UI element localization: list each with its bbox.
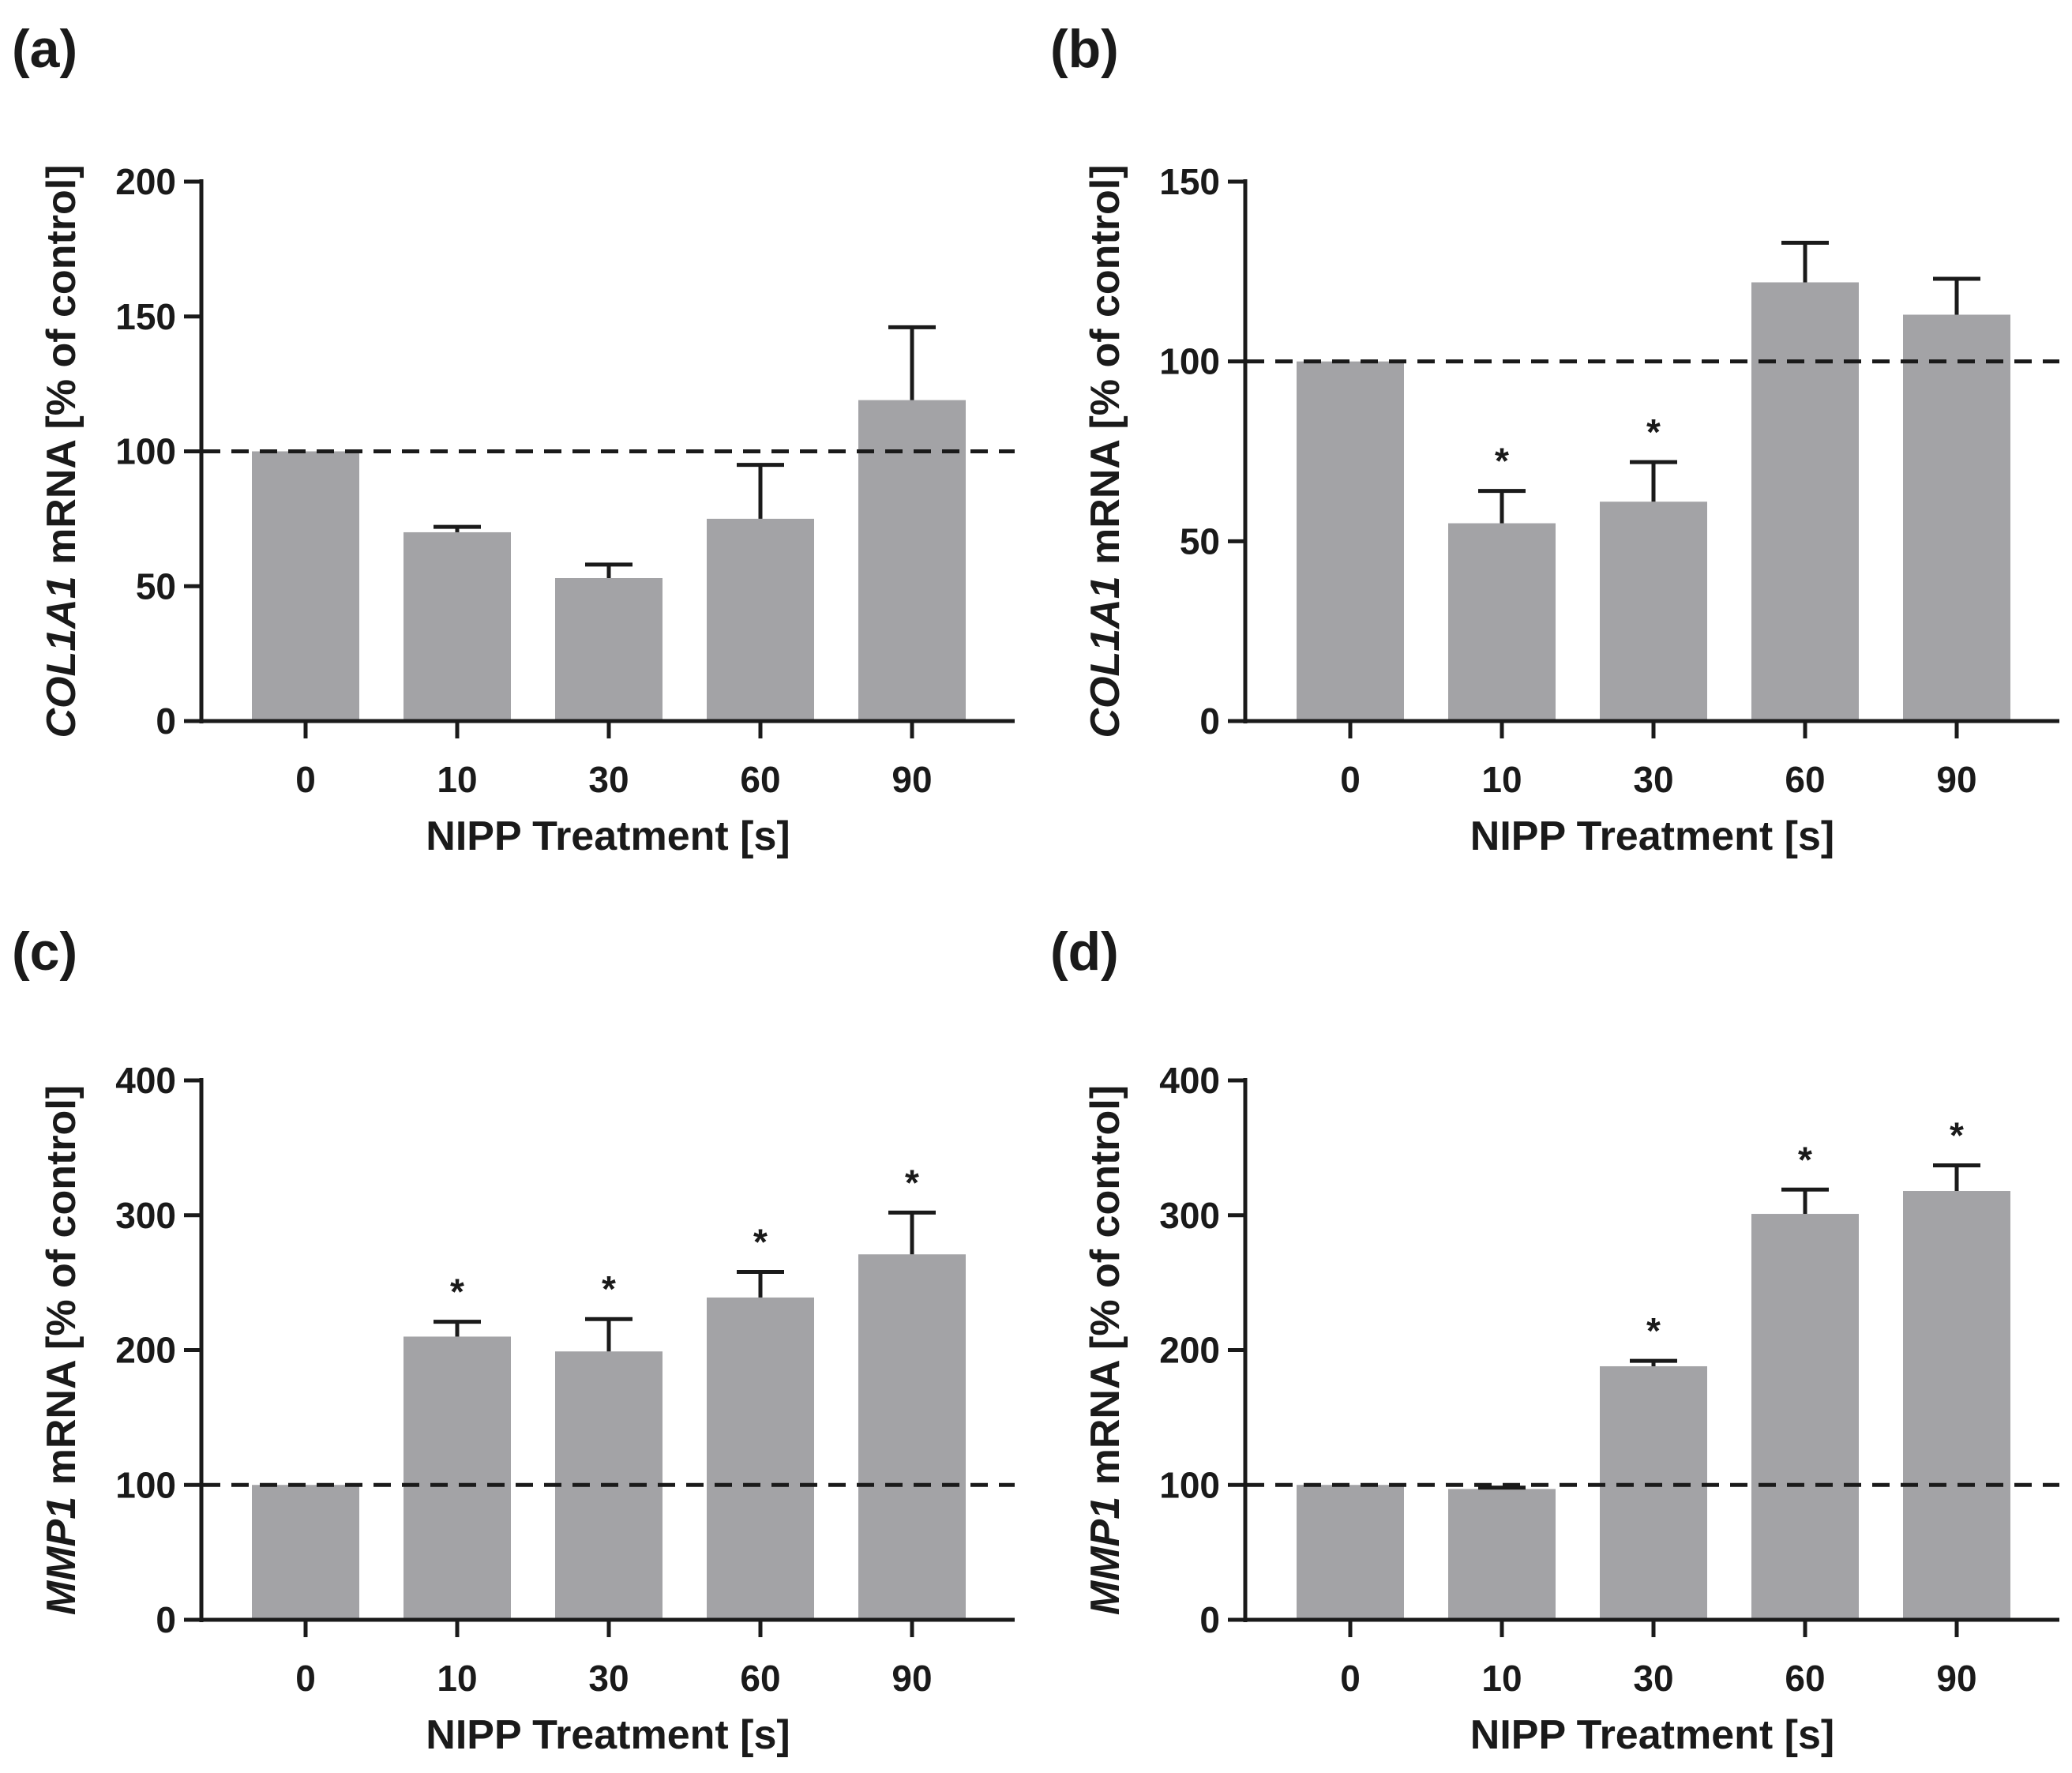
y-tick-label: 50 — [136, 565, 176, 607]
significance-star: * — [1950, 1115, 1964, 1156]
y-tick-label: 100 — [115, 431, 176, 472]
y-axis-title: MMP1 mRNA [% of control] — [1083, 1085, 1128, 1615]
bar — [707, 1297, 814, 1620]
bar — [1600, 501, 1707, 721]
significance-star: * — [1495, 441, 1509, 482]
bar — [1903, 1191, 2010, 1620]
y-tick-label: 200 — [1159, 1330, 1220, 1371]
y-tick-label: 400 — [1159, 1060, 1220, 1101]
bar — [1448, 1489, 1556, 1620]
y-tick-label: 200 — [115, 1330, 176, 1371]
y-tick-label: 100 — [115, 1464, 176, 1505]
significance-star: * — [753, 1221, 768, 1262]
y-axis-unit: mRNA [% of control] — [39, 164, 84, 576]
y-axis-title: COL1A1 mRNA [% of control] — [39, 164, 84, 738]
y-tick-label: 0 — [156, 701, 176, 742]
y-tick-label: 100 — [1159, 341, 1220, 382]
x-tick-label: 90 — [1936, 759, 1976, 800]
significance-star: * — [1798, 1139, 1812, 1180]
bar — [1448, 523, 1556, 721]
x-tick-label: 60 — [1785, 759, 1825, 800]
y-tick-label: 150 — [115, 296, 176, 337]
y-axis-gene-name: MMP1 — [39, 1497, 84, 1615]
y-axis-unit: mRNA [% of control] — [1083, 1085, 1128, 1497]
significance-star: * — [1646, 1310, 1661, 1351]
x-tick-label: 10 — [437, 1658, 477, 1699]
x-axis-title: NIPP Treatment [s] — [426, 813, 790, 859]
bar — [404, 532, 511, 721]
chart-panel-d: (d) * * * 0 100 200 300 400 0 10 30 60 90 NIPP Treatme… — [1050, 922, 2059, 1758]
x-tick-label: 60 — [1785, 1658, 1825, 1699]
x-tick-label: 30 — [588, 759, 629, 800]
y-tick-label: 400 — [115, 1060, 176, 1101]
bar — [858, 1254, 966, 1620]
y-tick-label: 150 — [1159, 161, 1220, 202]
y-axis-unit: mRNA [% of control] — [39, 1085, 84, 1497]
y-axis-title: MMP1 mRNA [% of control] — [39, 1085, 84, 1615]
y-tick-label: 0 — [1199, 701, 1220, 742]
y-tick-label: 50 — [1180, 520, 1220, 562]
x-tick-label: 30 — [1633, 1658, 1673, 1699]
x-tick-label: 10 — [437, 759, 477, 800]
bar — [555, 578, 663, 721]
bar — [1600, 1365, 1707, 1620]
significance-star: * — [1646, 411, 1661, 453]
bar — [1751, 1214, 1859, 1620]
bar — [1751, 282, 1859, 721]
x-tick-label: 90 — [891, 1658, 932, 1699]
chart-panel-c: (c) * * * * 0 100 200 300 400 0 10 30 60 90 NIPP Treatm… — [12, 922, 1015, 1758]
y-axis-title: COL1A1 mRNA [% of control] — [1083, 164, 1128, 738]
y-axis-gene-name: COL1A1 — [1083, 576, 1128, 738]
x-tick-label: 30 — [1633, 759, 1673, 800]
y-tick-label: 200 — [115, 161, 176, 202]
chart-panel-a: (a) 0 50 100 150 200 0 10 30 60 90 NIPP Treatment [… — [12, 19, 1015, 859]
y-tick-label: 300 — [115, 1195, 176, 1236]
y-tick-label: 0 — [1199, 1599, 1220, 1640]
significance-star: * — [450, 1272, 464, 1313]
bar — [1297, 361, 1404, 721]
y-tick-label: 100 — [1159, 1464, 1220, 1505]
chart-panel-b: (b) * * 0 50 100 150 0 10 30 60 90 NIPP Treatment [s… — [1050, 19, 2059, 859]
bar — [1903, 314, 2010, 721]
significance-star: * — [905, 1162, 919, 1203]
bar — [252, 451, 359, 721]
x-axis-title: NIPP Treatment [s] — [426, 1712, 790, 1758]
y-axis-unit: mRNA [% of control] — [1083, 164, 1128, 576]
bar — [858, 400, 966, 721]
y-tick-label: 0 — [156, 1599, 176, 1640]
bar — [252, 1485, 359, 1620]
significance-star: * — [602, 1268, 616, 1309]
x-tick-label: 0 — [1340, 759, 1361, 800]
x-tick-label: 60 — [740, 1658, 780, 1699]
bar — [707, 518, 814, 721]
x-tick-label: 60 — [740, 759, 780, 800]
x-tick-label: 10 — [1481, 759, 1522, 800]
x-tick-label: 10 — [1481, 1658, 1522, 1699]
x-tick-label: 90 — [891, 759, 932, 800]
x-tick-label: 0 — [1340, 1658, 1361, 1699]
x-tick-label: 30 — [588, 1658, 629, 1699]
x-axis-title: NIPP Treatment [s] — [1470, 813, 1834, 859]
panel-label: (c) — [12, 922, 77, 982]
bar — [1297, 1485, 1404, 1620]
panel-label: (b) — [1050, 19, 1119, 79]
x-axis-title: NIPP Treatment [s] — [1470, 1712, 1834, 1758]
x-tick-label: 0 — [295, 759, 316, 800]
y-axis-gene-name: MMP1 — [1083, 1497, 1128, 1615]
x-tick-label: 90 — [1936, 1658, 1976, 1699]
bar — [404, 1336, 511, 1620]
y-axis-gene-name: COL1A1 — [39, 576, 84, 738]
panel-label: (d) — [1050, 922, 1119, 982]
y-tick-label: 300 — [1159, 1195, 1220, 1236]
x-tick-label: 0 — [295, 1658, 316, 1699]
panel-label: (a) — [12, 19, 77, 79]
